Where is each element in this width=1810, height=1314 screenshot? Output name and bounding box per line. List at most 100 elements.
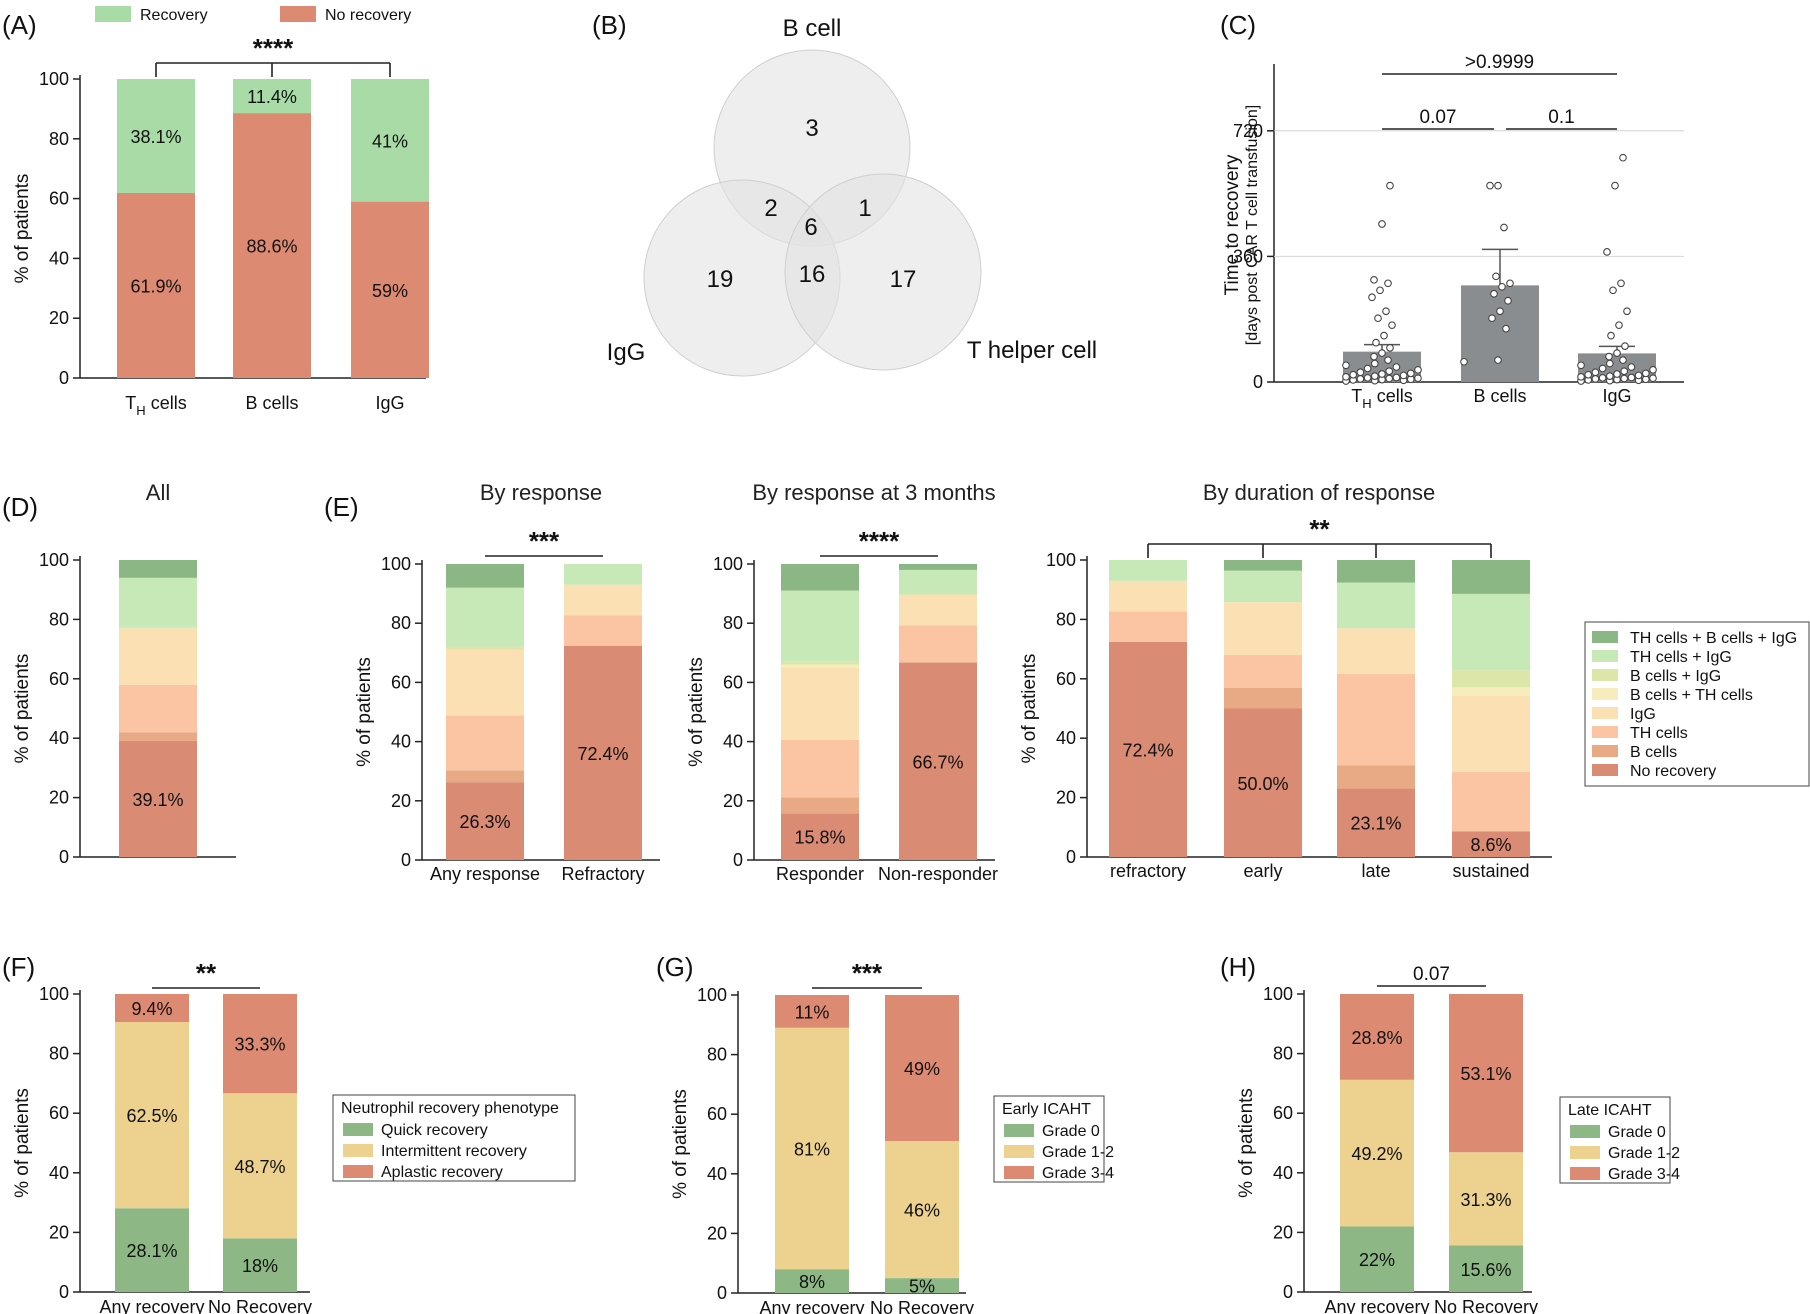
x-tick-label: TH cells [1351,386,1412,411]
panel-label: (G) [656,952,694,982]
y-tick-label: 40 [49,1163,69,1183]
bar-segment [781,813,859,860]
y-axis-label: % of patients [1236,1088,1257,1198]
legend-label: Grade 1-2 [1042,1144,1114,1161]
y-tick-label: 100 [1046,550,1076,570]
data-label: 41% [372,131,408,151]
data-point [1620,367,1629,376]
data-point [1496,307,1504,316]
legend-label: IgG [1630,706,1656,723]
x-tick-label: B cells [1473,386,1526,406]
data-point [1611,181,1619,190]
data-label: 18% [242,1256,278,1276]
y-axis-label: % of patients [670,1089,691,1199]
bar-segment [885,1141,959,1279]
y-tick-label: 100 [39,550,69,570]
venn-set-label: B cell [783,15,842,42]
y-tick-label: 60 [1273,1103,1293,1123]
data-label: 15.8% [794,828,845,848]
x-tick-label: Any recovery [1324,1297,1429,1314]
y-tick-label: 100 [1263,984,1293,1004]
legend-label: TH cells + IgG [1630,649,1732,666]
bar-segment [1224,560,1302,571]
data-label: 31.3% [1460,1190,1511,1210]
y-tick-label: 20 [49,308,69,328]
legend-swatch [1004,1124,1034,1137]
data-point [1374,314,1382,323]
significance-label: **** [859,526,900,556]
bar-segment [1340,1226,1414,1292]
y-axis-label: Time to recovery [1222,154,1243,295]
y-tick-label: 100 [39,984,69,1004]
bar-segment [1449,994,1523,1153]
data-point [1384,279,1392,288]
chart-title: All [146,480,170,505]
bar-segment [1452,831,1530,857]
legend-title: Early ICAHT [1002,1101,1091,1118]
bar-segment [119,626,197,629]
significance-label: >0.9999 [1465,52,1534,73]
bar-segment [775,1027,849,1270]
data-label: 9.4% [131,999,172,1019]
bar-segment-recovery [117,79,195,193]
bar-segment [899,662,977,860]
data-point [1386,181,1394,190]
legend-label: Grade 0 [1608,1124,1666,1141]
data-point [1506,279,1514,288]
data-point [1605,372,1614,380]
y-tick-label: 20 [49,788,69,808]
legend-label: Grade 3-4 [1608,1166,1680,1183]
y-tick-label: 60 [49,669,69,689]
data-point [1605,352,1613,361]
data-point [1492,272,1500,281]
legend-swatch [95,6,131,22]
data-point [1370,372,1379,380]
bar-segment [119,628,197,685]
legend-box [1584,621,1810,787]
y-tick-label: 100 [381,554,411,574]
venn-set-label: IgG [607,339,646,366]
panel-c: 0 360 720 Time to recovery [days post CAR T … [1222,52,1684,411]
panel-label: (E) [324,492,359,522]
bar-segment-no-recovery [117,192,195,378]
data-point [1349,370,1358,379]
panel-label: (H) [1220,952,1256,982]
data-point [1494,181,1502,190]
data-point [1488,314,1496,323]
legend-swatch [1592,631,1618,643]
data-label: 81% [794,1139,830,1159]
bar-segment [1109,641,1187,857]
bar-segment [781,661,859,665]
legend-label: Aplastic recovery [381,1164,503,1181]
legend-composition: TH cells + B cells + IgG TH cells + IgG B … [1584,621,1810,787]
bar-segment [1340,994,1414,1080]
panel-label: (D) [2,492,38,522]
legend-label: B cells + TH cells [1630,687,1753,704]
y-tick-label: 720 [1233,121,1263,141]
y-tick-label: 0 [1283,1282,1293,1302]
legend-label: TH cells + B cells + IgG [1630,630,1797,647]
y-tick-label: 0 [59,368,69,388]
x-tick-label: No Recovery [870,1298,974,1314]
y-tick-label: 40 [391,732,411,752]
data-point [1500,223,1508,232]
data-point [1613,370,1621,378]
y-tick-label: 0 [717,1283,727,1303]
legend-swatch [280,6,316,22]
data-label: 46% [904,1201,940,1221]
bar-segment [1452,687,1530,696]
y-tick-label: 20 [391,791,411,811]
venn-region-count: 17 [890,266,917,293]
x-tick-label: Non-responder [878,864,998,884]
y-tick-label: 40 [49,248,69,268]
data-point [1356,375,1365,383]
x-tick-label: sustained [1452,861,1529,881]
data-label: 5% [909,1277,935,1297]
legend-label: B cells + IgG [1630,668,1721,685]
data-label: 48.7% [234,1157,285,1177]
x-tick-label: No Recovery [1434,1297,1538,1314]
data-label: 49.2% [1351,1144,1402,1164]
data-point [1392,363,1401,371]
